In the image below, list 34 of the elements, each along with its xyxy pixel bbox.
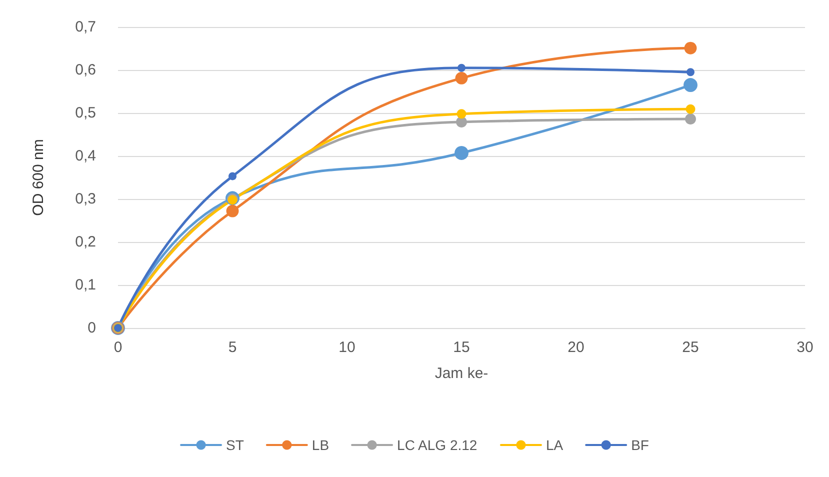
point — [455, 72, 468, 84]
x-tick-label: 0 — [114, 339, 122, 356]
point — [686, 104, 696, 114]
y-tick-label: 0 — [88, 320, 96, 336]
legend-label: BF — [631, 437, 649, 453]
point — [686, 68, 694, 76]
x-tick-label: 10 — [338, 339, 356, 356]
y-tick-label: 0,1 — [75, 276, 96, 294]
x-tick-label: 25 — [682, 339, 699, 356]
point — [226, 204, 239, 218]
y-tick-label: 0,5 — [75, 104, 96, 122]
y-tick-label: 0,3 — [75, 190, 96, 208]
point — [456, 116, 467, 128]
legend-label: LC ALG 2.12 — [397, 437, 478, 453]
legend-label: LA — [546, 437, 564, 453]
point — [228, 172, 236, 180]
y-tick-label: 0,2 — [75, 234, 96, 250]
x-tick-label: 30 — [796, 339, 814, 356]
x-axis-title: Jam ke- — [434, 365, 488, 382]
legend-label: ST — [226, 437, 244, 453]
legend-label: LB — [312, 437, 330, 453]
point — [684, 78, 698, 92]
y-axis-title: OD 600 nm — [30, 139, 47, 216]
y-tick-label: 0,6 — [75, 62, 96, 78]
y-tick-label: 0,4 — [75, 148, 96, 164]
x-tick-label: 20 — [568, 339, 584, 356]
point — [685, 114, 696, 125]
x-tick-label: 15 — [453, 339, 470, 356]
point — [684, 42, 697, 54]
point — [458, 64, 466, 72]
y-tick-label: 0,7 — [75, 18, 96, 36]
point — [454, 146, 468, 160]
x-tick-label: 5 — [228, 339, 237, 356]
point — [456, 109, 466, 119]
